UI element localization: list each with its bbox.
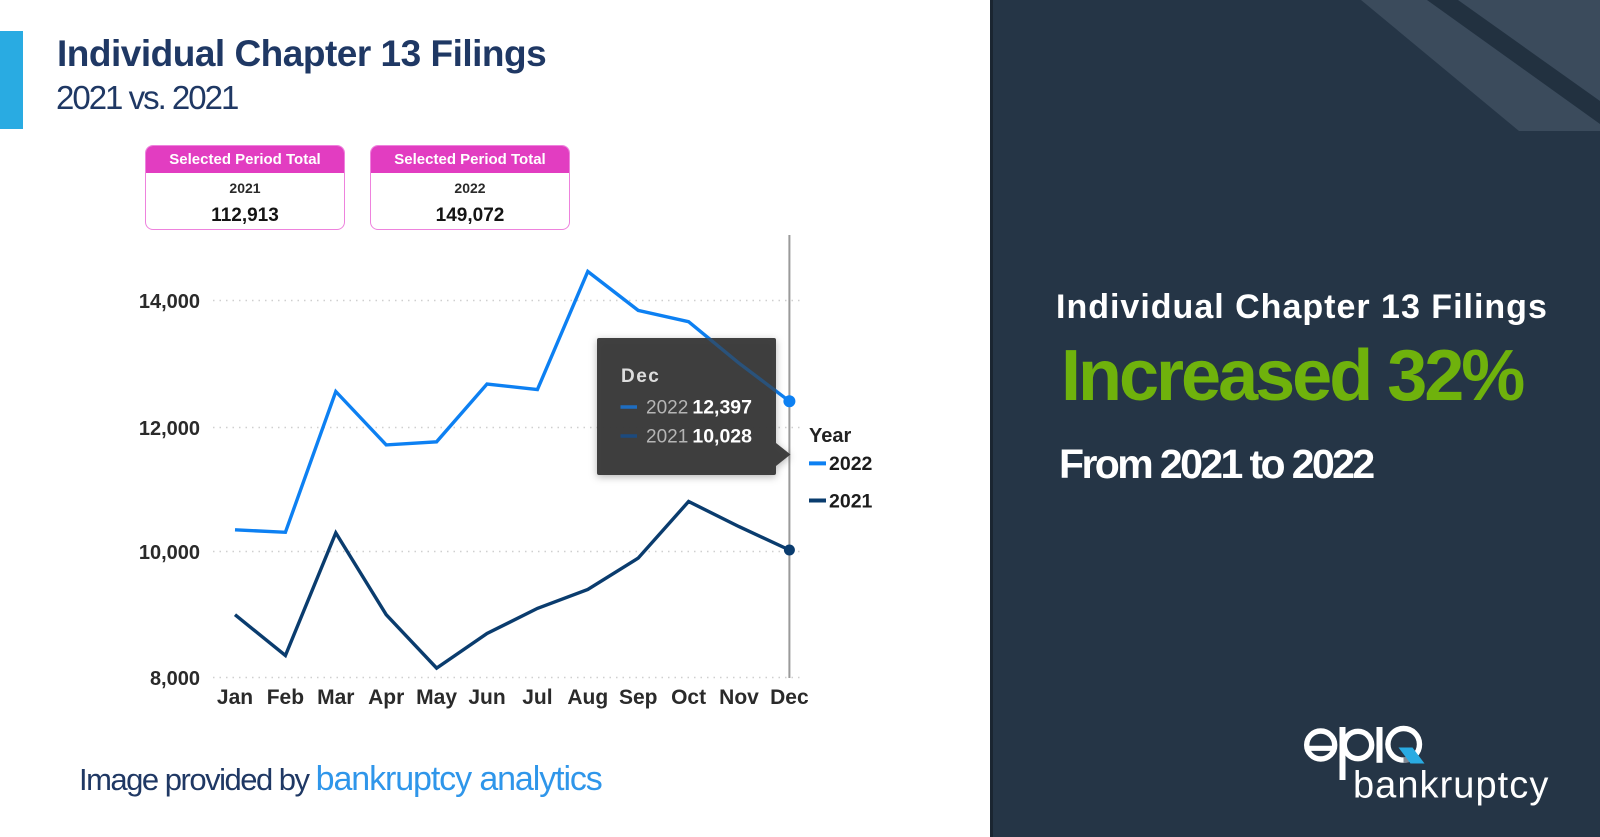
svg-text:Aug: Aug: [567, 686, 608, 709]
svg-text:2022: 2022: [829, 453, 873, 475]
svg-text:bankruptcy: bankruptcy: [1353, 765, 1549, 807]
svg-text:May: May: [416, 686, 457, 709]
svg-text:Nov: Nov: [719, 686, 759, 709]
svg-text:Year: Year: [809, 425, 851, 447]
svg-text:Feb: Feb: [267, 686, 304, 709]
svg-text:Oct: Oct: [671, 686, 706, 709]
svg-text:2022: 2022: [646, 398, 688, 419]
svg-text:10,000: 10,000: [139, 542, 200, 564]
svg-text:8,000: 8,000: [150, 668, 200, 690]
svg-text:Sep: Sep: [619, 686, 658, 709]
svg-text:2021: 2021: [646, 427, 688, 448]
svg-text:Mar: Mar: [317, 686, 354, 709]
svg-text:Jul: Jul: [522, 686, 552, 709]
svg-text:Apr: Apr: [368, 686, 404, 709]
svg-text:Jun: Jun: [468, 686, 505, 709]
svg-text:2021: 2021: [829, 491, 873, 513]
svg-text:14,000: 14,000: [139, 291, 200, 313]
svg-text:Jan: Jan: [217, 686, 253, 709]
svg-text:12,000: 12,000: [139, 418, 200, 440]
svg-text:12,397: 12,397: [692, 397, 752, 419]
svg-text:10,028: 10,028: [692, 426, 752, 448]
svg-text:Dec: Dec: [770, 686, 809, 709]
svg-text:Dec: Dec: [621, 366, 660, 387]
